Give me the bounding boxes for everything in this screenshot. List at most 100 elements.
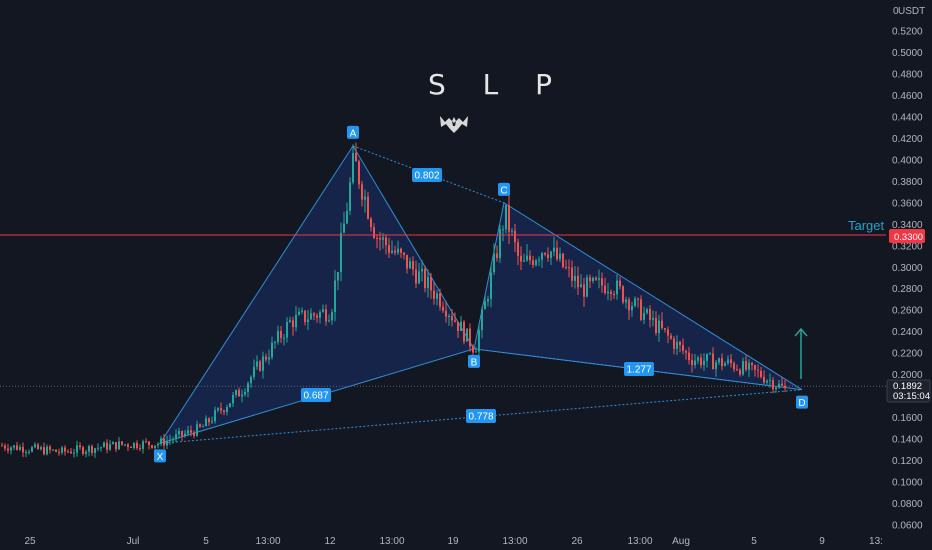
candle-body — [385, 237, 387, 246]
candle-body — [4, 445, 6, 449]
candle-body — [565, 267, 567, 269]
candle-body — [382, 237, 384, 240]
price-tick-label: 0.3200 — [892, 241, 923, 252]
candle-body — [172, 439, 174, 441]
price-tick-label: 0.4000 — [892, 155, 923, 166]
pattern-point-label: A — [350, 128, 357, 139]
candle-body — [535, 260, 537, 266]
ratio-badge — [412, 168, 442, 182]
candle-body — [130, 446, 132, 448]
candle-body — [241, 394, 243, 397]
candle-body — [247, 383, 249, 392]
candle-body — [544, 253, 546, 255]
current-price-value: 0.1892 — [893, 381, 922, 392]
candle-body — [55, 449, 57, 452]
candle-body — [478, 330, 480, 352]
candle-body — [310, 313, 312, 320]
time-tick-label: 13:00 — [627, 536, 652, 547]
candle-body — [325, 309, 327, 322]
target-label: Target — [848, 218, 885, 233]
candle-body — [235, 390, 237, 396]
candle-body — [616, 280, 618, 295]
price-tick-label: 0.4200 — [892, 134, 923, 145]
candle-body — [691, 360, 693, 366]
candle-body — [142, 441, 144, 449]
candle-body — [538, 259, 540, 261]
candle-body — [523, 260, 525, 262]
candle-body — [775, 387, 777, 390]
candle-body — [328, 320, 330, 322]
price-tick-label: 0.4600 — [892, 91, 923, 102]
candle-body — [496, 253, 498, 259]
candle-body — [163, 438, 165, 446]
candle-body — [10, 447, 12, 451]
price-tick-label: 0.1400 — [892, 435, 923, 446]
candle-body — [718, 358, 720, 363]
candle-body — [313, 313, 315, 316]
candle-body — [484, 301, 486, 310]
candle-body — [619, 280, 621, 287]
candle-body — [424, 268, 426, 289]
candle-body — [721, 358, 723, 367]
price-tick-label: 0.4400 — [892, 112, 923, 123]
candle-body — [514, 230, 516, 243]
candle-body — [205, 418, 207, 427]
candle-body — [73, 452, 75, 454]
candle-body — [667, 329, 669, 336]
candle-body — [76, 445, 78, 453]
candle-body — [577, 275, 579, 288]
candle-body — [223, 410, 225, 413]
candle-body — [730, 359, 732, 364]
candle-body — [319, 311, 321, 318]
candle-body — [739, 369, 741, 375]
time-tick-label: 26 — [571, 536, 583, 547]
candle-body — [22, 446, 24, 453]
candle-body — [211, 421, 213, 423]
pattern-point-d — [796, 395, 808, 409]
candle-body — [94, 448, 96, 453]
candle-body — [607, 291, 609, 294]
ratio-badge — [466, 409, 496, 423]
candle-body — [13, 445, 15, 448]
candle-body — [757, 369, 759, 371]
candle-body — [148, 441, 150, 446]
candle-body — [154, 445, 156, 448]
candle-body — [103, 442, 105, 448]
candle-body — [307, 319, 309, 323]
candle-body — [490, 272, 492, 300]
candle-body — [625, 299, 627, 303]
candle-body — [244, 391, 246, 395]
candle-body — [97, 447, 99, 449]
candle-body — [82, 447, 84, 454]
candle-body — [742, 361, 744, 375]
price-tick-label: 0.3600 — [892, 198, 923, 209]
candle-body — [274, 341, 276, 343]
candle-body — [463, 321, 465, 342]
candle-body — [85, 451, 87, 454]
candle-body — [160, 438, 162, 445]
candle-body — [574, 275, 576, 281]
candle-body — [166, 440, 168, 446]
candle-body — [370, 218, 372, 228]
candle-body — [391, 250, 393, 253]
candle-body — [778, 383, 780, 388]
time-axis[interactable]: 25 Jul 5 13:00 12 13:00 19 13:00 26 13:00 Aug 5 9 13: — [24, 536, 883, 547]
candle-body — [706, 353, 708, 361]
price-tick-label: 0.1200 — [892, 456, 923, 467]
candle-body — [559, 253, 561, 260]
candle-body — [121, 441, 123, 445]
bat-logo-icon — [440, 116, 468, 133]
candle-body — [622, 286, 624, 303]
current-price-tag — [886, 379, 931, 403]
time-tick-label: 13: — [869, 536, 883, 547]
candle-body — [553, 247, 555, 252]
candle-body — [511, 230, 513, 232]
candle-body — [187, 430, 189, 434]
candle-body — [547, 254, 549, 258]
ratio-badge — [624, 362, 654, 376]
price-axis[interactable]: 0.5200 0.5000 0.4800 0.4600 0.4400 0.4200 0.40… — [892, 27, 923, 532]
candle-body — [106, 442, 108, 450]
candle-body — [694, 360, 696, 366]
candle-body — [322, 309, 324, 312]
